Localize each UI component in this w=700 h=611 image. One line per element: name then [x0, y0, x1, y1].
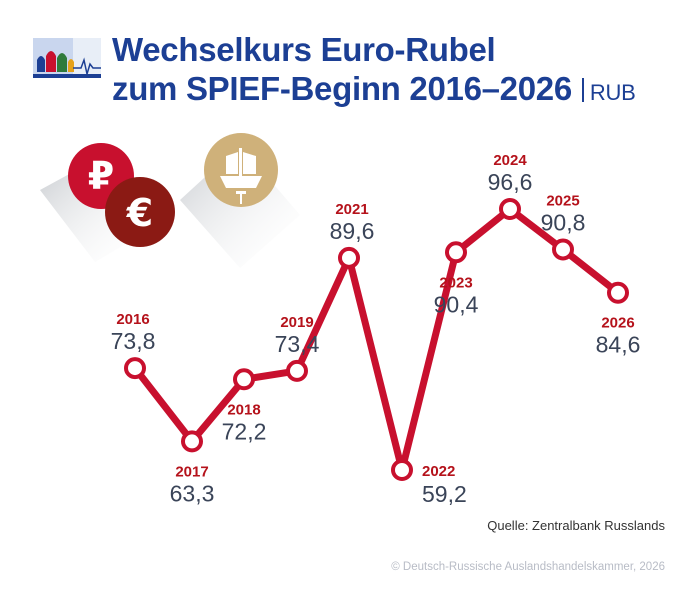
- year-label-2017: 2017: [175, 463, 208, 480]
- year-label-2026: 2026: [601, 315, 634, 332]
- data-points: [124, 198, 629, 481]
- year-label-2018: 2018: [227, 401, 260, 418]
- euro-coin-icon: €: [105, 177, 175, 247]
- year-label-2023: 2023: [439, 274, 472, 291]
- data-point-2022: [391, 459, 413, 481]
- year-label-2021: 2021: [335, 201, 368, 218]
- value-label-2016: 73,8: [111, 328, 156, 354]
- value-label-2023: 90,4: [434, 291, 479, 317]
- data-point-2025: [552, 238, 574, 261]
- year-label-2025: 2025: [546, 192, 579, 209]
- copyright-note: © Deutsch-Russische Auslandshandelskamme…: [391, 561, 665, 573]
- title-line-1: Wechselkurs Euro-Rubel: [112, 31, 496, 68]
- series-line: [131, 205, 622, 474]
- year-label-2024: 2024: [493, 152, 527, 169]
- kremlin-logo-icon: [33, 38, 101, 78]
- value-label-2026: 84,6: [596, 332, 641, 358]
- title-line-2: zum SPIEF-Beginn 2016–2026: [112, 70, 572, 107]
- data-point-2017: [181, 430, 203, 453]
- currency-coins: ₽ €: [40, 133, 300, 268]
- data-point-2023: [445, 241, 467, 264]
- data-point-2021: [338, 246, 360, 269]
- value-label-2021: 89,6: [330, 218, 375, 244]
- value-label-2024: 96,6: [488, 169, 533, 195]
- data-point-2026: [607, 281, 629, 304]
- chart-title: Wechselkurs Euro-Rubel zum SPIEF-Beginn …: [112, 30, 636, 112]
- source-note: Quelle: Zentralbank Russlands: [487, 518, 665, 533]
- unit-label: RUB: [589, 80, 636, 105]
- year-label-2016: 2016: [116, 311, 149, 328]
- value-label-2019: 73,4: [275, 331, 320, 357]
- value-label-2022: 59,2: [422, 481, 467, 507]
- svg-text:€: €: [126, 191, 153, 235]
- data-point-2016: [124, 357, 146, 380]
- ship-coin-icon: [204, 133, 278, 207]
- data-point-2019: [286, 359, 308, 382]
- year-label-2022: 2022: [422, 463, 455, 480]
- value-label-2018: 72,2: [222, 418, 267, 444]
- title-separator: [581, 78, 584, 102]
- data-point-2024: [499, 198, 521, 220]
- value-label-2025: 90,8: [541, 209, 586, 235]
- svg-text:₽: ₽: [88, 154, 114, 198]
- value-label-2017: 63,3: [170, 480, 215, 506]
- data-point-2018: [233, 368, 255, 391]
- year-label-2019: 2019: [280, 314, 313, 331]
